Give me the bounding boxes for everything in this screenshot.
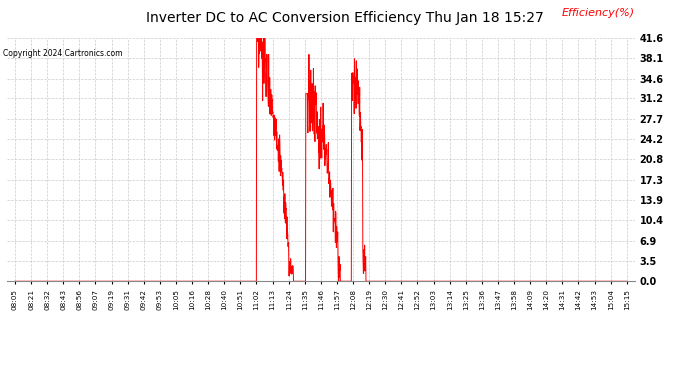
Text: Efficiency(%): Efficiency(%) [562,8,635,18]
Text: Inverter DC to AC Conversion Efficiency Thu Jan 18 15:27: Inverter DC to AC Conversion Efficiency … [146,11,544,25]
Text: Copyright 2024 Cartronics.com: Copyright 2024 Cartronics.com [3,49,123,58]
